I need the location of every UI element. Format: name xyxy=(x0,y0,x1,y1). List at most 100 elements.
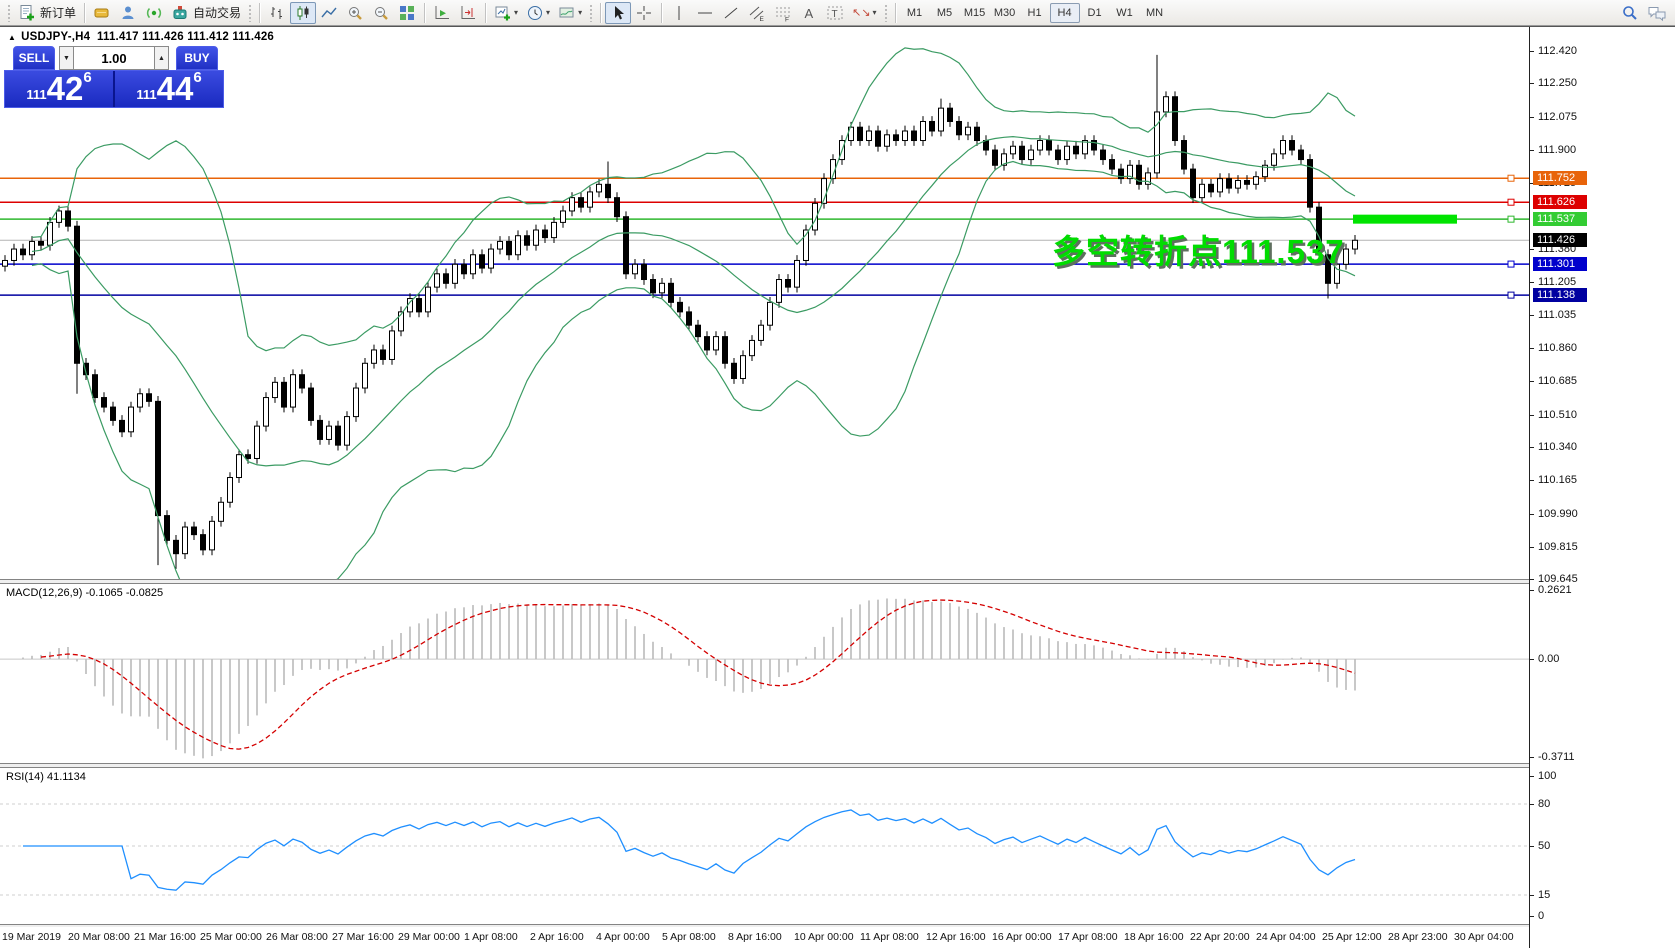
price-axis[interactable]: 112.420112.250112.075111.900111.725111.3… xyxy=(1529,27,1675,948)
crosshair-button[interactable] xyxy=(631,2,657,24)
toolbar-separator xyxy=(424,2,426,23)
macd-values: -0.1065 -0.0825 xyxy=(85,587,164,599)
chart-title: ▲ USDJPY-,H4 111.417 111.426 111.412 111.… xyxy=(8,31,274,43)
tab-timeframe-h1[interactable]: H1 xyxy=(1027,6,1042,19)
arrows-button[interactable]: ↖↘ ▾ xyxy=(848,2,880,24)
line-drag-handle[interactable] xyxy=(1507,291,1515,299)
autotrading-icon xyxy=(173,5,187,19)
auto-scroll-button[interactable] xyxy=(429,2,455,24)
trendline-button[interactable] xyxy=(718,2,744,24)
candlestick-chart-button[interactable] xyxy=(290,1,317,24)
price-tick-label: 112.250 xyxy=(1538,77,1577,90)
tab-timeframe-h4[interactable]: H4 xyxy=(1049,2,1080,23)
periods-button[interactable]: ▾ xyxy=(522,2,554,24)
text-label-button[interactable]: T xyxy=(822,2,848,24)
panel-divider[interactable] xyxy=(0,763,1675,768)
vertical-line-icon xyxy=(678,5,680,20)
bar-chart-button[interactable] xyxy=(264,2,290,24)
zoom-out-button[interactable] xyxy=(368,2,394,24)
profiles-button[interactable]: ▾ xyxy=(554,2,586,24)
volume-input[interactable]: 1.00 xyxy=(74,46,154,70)
rsi-tick-label: 0 xyxy=(1538,910,1545,922)
fibonacci-button[interactable]: F xyxy=(770,2,796,24)
time-axis-label: 16 Apr 00:00 xyxy=(992,931,1052,943)
text-icon: A xyxy=(805,6,814,21)
sell-price-display[interactable]: 111 42 6 xyxy=(5,69,115,107)
chart-ohlc-values: 111.417 111.426 111.412 111.426 xyxy=(97,31,275,43)
macd-indicator-chart[interactable] xyxy=(0,584,1529,763)
buy-price-display[interactable]: 111 44 6 xyxy=(115,69,223,107)
support-highlight-bar[interactable] xyxy=(1353,214,1457,224)
axis-tick xyxy=(1530,314,1534,316)
macd-name: MACD(12,26,9) xyxy=(6,587,83,599)
tab-timeframe-m15[interactable]: M15 xyxy=(963,6,986,19)
volume-decrease-button[interactable]: ▼ xyxy=(59,46,74,70)
tab-timeframe-m30[interactable]: M30 xyxy=(993,6,1016,19)
time-axis-label: 20 Mar 08:00 xyxy=(68,931,130,943)
chat-button[interactable] xyxy=(1643,2,1671,24)
new-chart-button[interactable]: ▾ xyxy=(490,2,522,24)
bollinger-band-line xyxy=(31,47,1356,352)
line-chart-button[interactable] xyxy=(316,2,342,24)
toolbar-grip[interactable] xyxy=(248,3,253,22)
time-axis-label: 26 Mar 08:00 xyxy=(266,931,328,943)
chevron-down-icon: ▾ xyxy=(514,8,519,17)
rsi-indicator-chart[interactable] xyxy=(0,768,1529,924)
macd-signal-line xyxy=(40,599,1356,750)
buy-price-sup: 6 xyxy=(193,69,202,86)
cursor-button[interactable] xyxy=(605,1,632,24)
signals-button[interactable] xyxy=(141,2,167,24)
new-order-button[interactable]: 新订单 xyxy=(14,2,80,24)
sell-price-prefix: 111 xyxy=(26,87,47,102)
time-axis-label: 12 Apr 16:00 xyxy=(926,931,986,943)
time-axis[interactable]: 19 Mar 2019 20 Mar 08:00 21 Mar 16:00 25 Ma… xyxy=(0,927,1529,948)
horizontal-line-button[interactable] xyxy=(692,2,718,24)
volume-increase-button[interactable]: ▲ xyxy=(154,46,169,70)
market-watch-button[interactable] xyxy=(89,2,115,24)
line-drag-handle[interactable] xyxy=(1507,174,1515,182)
toolbar-grip[interactable] xyxy=(7,3,11,22)
zoom-in-button[interactable] xyxy=(342,2,368,24)
tab-timeframe-m1[interactable]: M1 xyxy=(906,6,923,19)
tab-timeframe-mn[interactable]: MN xyxy=(1145,6,1164,19)
toolbar-grip[interactable] xyxy=(589,3,594,22)
time-axis-label: 24 Apr 04:00 xyxy=(1256,931,1316,943)
tile-windows-button[interactable] xyxy=(394,2,420,24)
price-tick-label: 112.420 xyxy=(1538,45,1577,58)
tab-timeframe-d1[interactable]: D1 xyxy=(1087,6,1102,19)
axis-tick xyxy=(1530,659,1534,661)
search-button[interactable] xyxy=(1617,2,1643,24)
tab-timeframe-m5[interactable]: M5 xyxy=(936,6,953,19)
time-axis-label: 27 Mar 16:00 xyxy=(332,931,394,943)
svg-text:A: A xyxy=(805,6,814,21)
line-drag-handle[interactable] xyxy=(1507,215,1515,223)
time-axis-label: 30 Apr 04:00 xyxy=(1454,931,1514,943)
navigator-button[interactable] xyxy=(115,2,141,24)
time-axis-label: 29 Mar 00:00 xyxy=(398,931,460,943)
axis-tick xyxy=(1530,579,1534,581)
trendline-icon xyxy=(724,7,738,18)
chevron-down-icon: ▾ xyxy=(546,8,551,17)
text-button[interactable]: A xyxy=(796,2,822,24)
main-price-chart[interactable] xyxy=(0,28,1529,579)
macd-tick-label: 0.00 xyxy=(1538,653,1560,666)
horizontal-line-icon xyxy=(698,12,713,13)
chart-shift-button[interactable] xyxy=(455,2,481,24)
sell-button[interactable]: SELL xyxy=(13,46,55,70)
main-toolbar: 新订单 自动交易 xyxy=(0,0,1675,26)
line-drag-handle[interactable] xyxy=(1507,198,1515,206)
buy-button[interactable]: BUY xyxy=(176,46,218,70)
line-drag-handle[interactable] xyxy=(1507,260,1515,268)
equidistant-channel-button[interactable]: E xyxy=(744,2,770,24)
tab-timeframe-w1[interactable]: W1 xyxy=(1116,6,1133,19)
collapse-icon[interactable]: ▲ xyxy=(8,33,17,42)
price-tick-label: 111.035 xyxy=(1538,308,1577,321)
macd-tick-label: 0.2621 xyxy=(1538,584,1572,596)
autotrading-button[interactable]: 自动交易 xyxy=(167,2,245,24)
price-tick-label: 109.815 xyxy=(1538,541,1578,553)
vertical-line-button[interactable] xyxy=(666,2,692,24)
toolbar-grip[interactable] xyxy=(883,3,888,22)
chart-annotation-text[interactable]: 多空转折点111.537 xyxy=(1052,233,1345,270)
panel-divider[interactable] xyxy=(0,579,1675,584)
time-axis-label: 22 Apr 20:00 xyxy=(1190,931,1250,943)
